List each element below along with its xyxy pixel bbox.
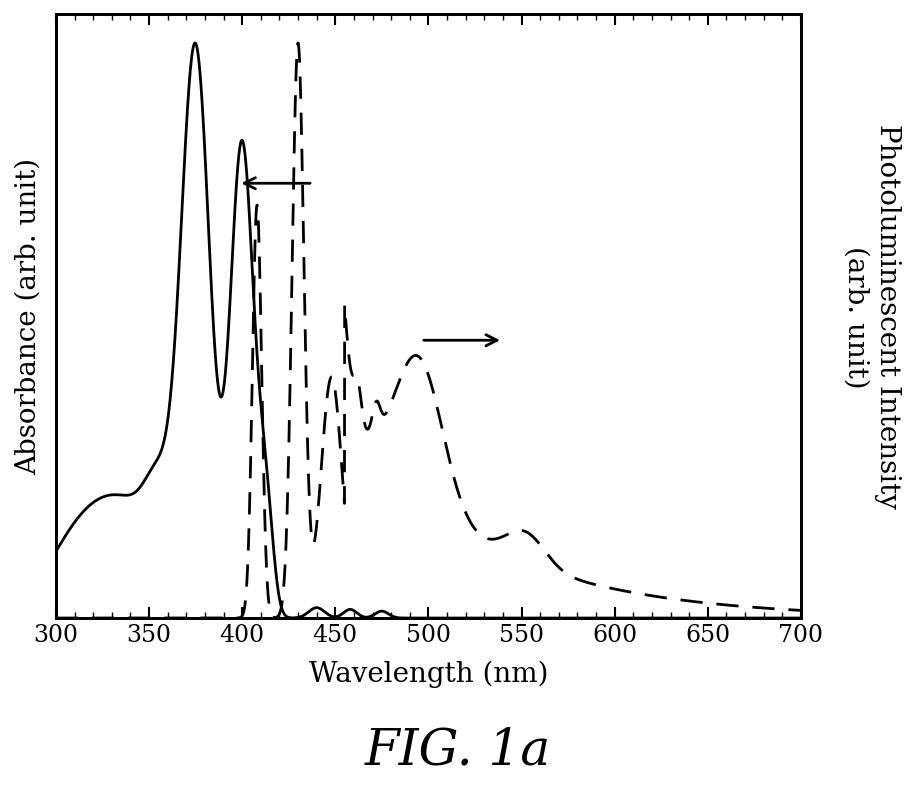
Y-axis label: Absorbance (arb. unit): Absorbance (arb. unit) <box>15 158 42 475</box>
X-axis label: Wavelength (nm): Wavelength (nm) <box>308 660 548 687</box>
Y-axis label: Photoluminescent Intensity
(arb. unit): Photoluminescent Intensity (arb. unit) <box>842 124 900 509</box>
Text: FIG. 1a: FIG. 1a <box>364 725 551 775</box>
